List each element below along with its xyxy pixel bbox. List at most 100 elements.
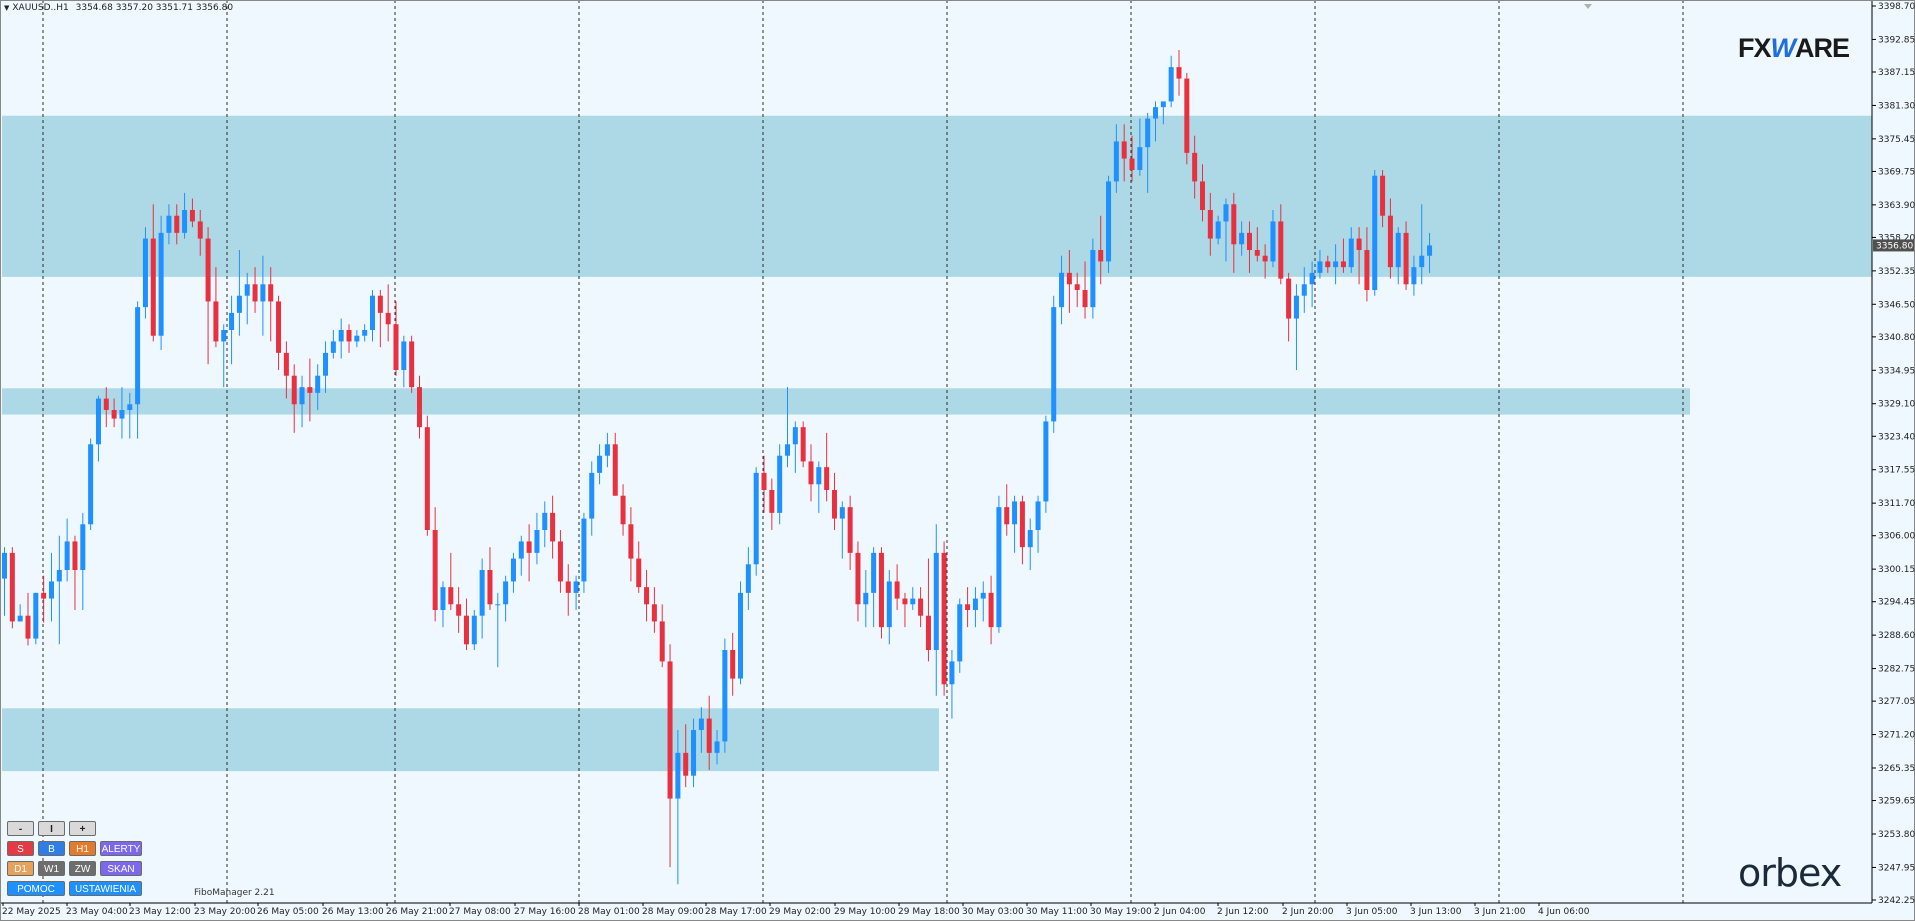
candle-body bbox=[252, 284, 258, 302]
candle-body bbox=[354, 335, 360, 342]
candle-body bbox=[1309, 272, 1315, 285]
candle-body bbox=[1333, 261, 1339, 268]
bearish-candle bbox=[557, 530, 563, 593]
buy-button[interactable]: B bbox=[38, 841, 65, 856]
timeframe-d1-button[interactable]: D1 bbox=[7, 861, 34, 876]
alerts-button[interactable]: ALERTY bbox=[100, 841, 142, 856]
dropdown-triangle-icon[interactable]: ▼ bbox=[4, 4, 10, 12]
bearish-candle bbox=[855, 541, 861, 622]
price-tick-label: 3242.25 bbox=[1878, 896, 1915, 906]
bullish-candle bbox=[17, 604, 23, 622]
candle-body bbox=[1293, 295, 1299, 319]
candle-body bbox=[839, 507, 845, 519]
bullish-candle bbox=[691, 718, 697, 788]
candle-body bbox=[463, 615, 469, 645]
candle-body bbox=[957, 604, 963, 662]
candle-body bbox=[111, 410, 117, 419]
settings-button[interactable]: USTAWIENIA bbox=[69, 881, 142, 896]
bullish-candle bbox=[362, 324, 368, 342]
bearish-candle bbox=[409, 335, 415, 393]
bullish-candle bbox=[401, 335, 407, 388]
scan-button[interactable]: SKAN bbox=[100, 861, 142, 876]
price-tick-label: 3247.95 bbox=[1878, 863, 1915, 873]
bullish-candle bbox=[1106, 175, 1112, 273]
candle-body bbox=[604, 444, 610, 456]
candle-body bbox=[902, 598, 908, 605]
candle-body bbox=[800, 427, 806, 462]
candle-body bbox=[1098, 250, 1104, 262]
bullish-candle bbox=[753, 467, 759, 576]
bullish-candle bbox=[236, 250, 242, 336]
candle-body bbox=[1395, 232, 1401, 268]
bullish-candle bbox=[1348, 227, 1354, 273]
bearish-candle bbox=[1176, 50, 1182, 96]
candle-body bbox=[925, 615, 931, 650]
bullish-candle bbox=[949, 650, 955, 719]
bearish-candle bbox=[894, 564, 900, 610]
bearish-candle bbox=[448, 552, 454, 610]
pause-button[interactable]: I bbox=[38, 821, 65, 836]
candle-body bbox=[675, 752, 681, 799]
time-tick-label: 26 May 05:00 bbox=[257, 907, 319, 917]
bearish-candle bbox=[659, 604, 665, 668]
bullish-candle bbox=[816, 461, 822, 513]
close-positions-button[interactable]: ZW bbox=[69, 861, 96, 876]
candle-body bbox=[1325, 261, 1331, 268]
candle-body bbox=[385, 312, 391, 325]
price-tick-label: 3352.35 bbox=[1878, 267, 1915, 277]
bearish-candle bbox=[902, 592, 908, 628]
candle-body bbox=[25, 615, 31, 639]
bullish-candle bbox=[871, 547, 877, 628]
bullish-candle bbox=[1395, 227, 1401, 285]
candle-body bbox=[495, 604, 501, 606]
candle-body bbox=[1387, 215, 1393, 268]
plus-button[interactable]: + bbox=[69, 821, 96, 836]
bullish-candle bbox=[1223, 198, 1229, 262]
candles-layer bbox=[2, 50, 1433, 885]
sell-button[interactable]: S bbox=[7, 841, 34, 856]
price-tick-label: 3271.20 bbox=[1878, 731, 1915, 741]
bullish-candle bbox=[1317, 250, 1323, 279]
candle-body bbox=[1270, 221, 1276, 262]
minus-button[interactable]: - bbox=[7, 821, 34, 836]
candle-body bbox=[1176, 67, 1182, 79]
price-tick-label: 3277.05 bbox=[1878, 697, 1915, 707]
price-tick-label: 3253.80 bbox=[1878, 830, 1915, 840]
candle-body bbox=[299, 387, 305, 405]
bullish-candle bbox=[604, 432, 610, 468]
candle-body bbox=[871, 552, 877, 593]
bullish-candle bbox=[479, 558, 485, 639]
bearish-candle bbox=[925, 558, 931, 662]
bullish-candle bbox=[957, 598, 963, 673]
time-tick-label: 23 May 20:00 bbox=[194, 907, 256, 917]
bullish-candle bbox=[886, 570, 892, 645]
bearish-candle bbox=[644, 570, 650, 622]
bearish-candle bbox=[150, 204, 156, 342]
timeframe-h1-button[interactable]: H1 bbox=[69, 841, 96, 856]
candle-body bbox=[824, 467, 830, 490]
candle-body bbox=[1317, 261, 1323, 273]
candle-body bbox=[1129, 158, 1135, 170]
candle-body bbox=[1411, 267, 1417, 285]
bullish-candle bbox=[980, 581, 986, 622]
bearish-candle bbox=[174, 204, 180, 245]
time-tick-label: 30 May 11:00 bbox=[1026, 907, 1088, 917]
bullish-candle bbox=[440, 581, 446, 628]
bullish-candle bbox=[1059, 255, 1065, 325]
candle-body bbox=[307, 387, 313, 393]
help-button[interactable]: POMOC bbox=[7, 881, 65, 896]
bullish-candle bbox=[80, 512, 86, 610]
price-tick-label: 3288.60 bbox=[1878, 631, 1915, 641]
bearish-candle bbox=[291, 364, 297, 433]
timeframe-w1-button[interactable]: W1 bbox=[38, 861, 65, 876]
symbol-header[interactable]: ▼ XAUUSD..H1 3354.68 3357.20 3351.71 3356… bbox=[4, 3, 233, 13]
bearish-candle bbox=[988, 575, 994, 645]
fxware-logo-are: ARE bbox=[1795, 33, 1850, 63]
bearish-candle bbox=[918, 587, 924, 628]
candle-body bbox=[135, 307, 141, 405]
time-tick-label: 28 May 17:00 bbox=[705, 907, 767, 917]
time-tick-label: 4 Jun 06:00 bbox=[1538, 907, 1590, 917]
bullish-candle bbox=[370, 290, 376, 342]
